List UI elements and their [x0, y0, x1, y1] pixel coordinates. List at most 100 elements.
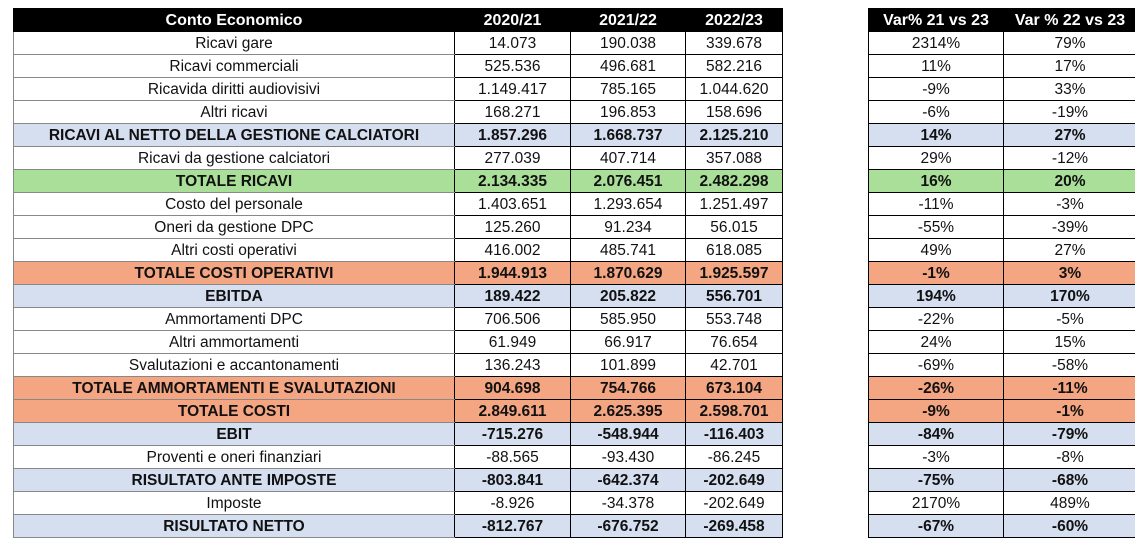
table-row: 2170% 489%: [868, 491, 1135, 515]
table-row: Ricavi gare 14.073 190.038 339.678: [13, 31, 783, 55]
table-row: TOTALE RICAVI 2.134.335 2.076.451 2.482.298: [13, 169, 783, 193]
variation-cell: -1%: [868, 261, 1004, 285]
value-cell: -269.458: [685, 514, 783, 538]
value-cell: 205.822: [570, 284, 686, 308]
row-label: Ricavida diritti audiovisivi: [13, 77, 455, 101]
value-cell: -34.378: [570, 491, 686, 515]
value-cell: 168.271: [454, 100, 571, 124]
variation-cell: 24%: [868, 330, 1004, 354]
table-row: Costo del personale 1.403.651 1.293.654 1.2…: [13, 192, 783, 216]
row-label: Costo del personale: [13, 192, 455, 216]
value-cell: 585.950: [570, 307, 686, 331]
value-cell: 42.701: [685, 353, 783, 377]
value-cell: 158.696: [685, 100, 783, 124]
variation-cell: 79%: [1003, 31, 1135, 55]
header-row: Var% 21 vs 23 Var % 22 vs 23: [868, 8, 1135, 32]
table-row: -9% 33%: [868, 77, 1135, 101]
row-label: RISULTATO NETTO: [13, 514, 455, 538]
table-row: EBIT -715.276 -548.944 -116.403: [13, 422, 783, 446]
variation-cell: 20%: [1003, 169, 1135, 193]
table-row: -6% -19%: [868, 100, 1135, 124]
variation-table: Var% 21 vs 23 Var % 22 vs 23 2314% 79% 11% 1…: [868, 8, 1135, 538]
value-cell: 673.104: [685, 376, 783, 400]
value-cell: 2.849.611: [454, 399, 571, 423]
variation-cell: 11%: [868, 54, 1004, 78]
header-row: Conto Economico 2020/21 2021/22 2022/23: [13, 8, 783, 32]
value-cell: 407.714: [570, 146, 686, 170]
table-row: -26% -11%: [868, 376, 1135, 400]
income-statement-table: Conto Economico 2020/21 2021/22 2022/23 Ric…: [13, 8, 783, 538]
table-row: EBITDA 189.422 205.822 556.701: [13, 284, 783, 308]
variation-cell: -9%: [868, 399, 1004, 423]
header-label-column: Conto Economico: [13, 8, 455, 32]
value-cell: 1.925.597: [685, 261, 783, 285]
table-row: Oneri da gestione DPC 125.260 91.234 56.015: [13, 215, 783, 239]
variation-cell: 194%: [868, 284, 1004, 308]
value-cell: 125.260: [454, 215, 571, 239]
table-row: -1% 3%: [868, 261, 1135, 285]
value-cell: 277.039: [454, 146, 571, 170]
variation-cell: -26%: [868, 376, 1004, 400]
table-row: Ammortamenti DPC 706.506 585.950 553.748: [13, 307, 783, 331]
row-label: TOTALE RICAVI: [13, 169, 455, 193]
table-row: -69% -58%: [868, 353, 1135, 377]
value-cell: 1.149.417: [454, 77, 571, 101]
variation-cell: 170%: [1003, 284, 1135, 308]
variation-cell: 2170%: [868, 491, 1004, 515]
value-cell: 91.234: [570, 215, 686, 239]
row-label: TOTALE COSTI OPERATIVI: [13, 261, 455, 285]
value-cell: 525.536: [454, 54, 571, 78]
variation-cell: -67%: [868, 514, 1004, 538]
value-cell: -8.926: [454, 491, 571, 515]
table-row: Ricavi commerciali 525.536 496.681 582.216: [13, 54, 783, 78]
table-row: -3% -8%: [868, 445, 1135, 469]
row-label: EBIT: [13, 422, 455, 446]
variation-cell: 16%: [868, 169, 1004, 193]
variation-cell: -79%: [1003, 422, 1135, 446]
value-cell: 2.625.395: [570, 399, 686, 423]
value-cell: 1.044.620: [685, 77, 783, 101]
value-cell: 706.506: [454, 307, 571, 331]
table-row: 24% 15%: [868, 330, 1135, 354]
variation-cell: 49%: [868, 238, 1004, 262]
variation-cell: 3%: [1003, 261, 1135, 285]
table-row: TOTALE COSTI OPERATIVI 1.944.913 1.870.629…: [13, 261, 783, 285]
table-row: -11% -3%: [868, 192, 1135, 216]
table-row: -84% -79%: [868, 422, 1135, 446]
table-row: 2314% 79%: [868, 31, 1135, 55]
value-cell: 2.076.451: [570, 169, 686, 193]
value-cell: 76.654: [685, 330, 783, 354]
header-variation-2: Var % 22 vs 23: [1003, 8, 1135, 32]
table-row: 16% 20%: [868, 169, 1135, 193]
table-row: 11% 17%: [868, 54, 1135, 78]
variation-cell: -3%: [1003, 192, 1135, 216]
table-row: 29% -12%: [868, 146, 1135, 170]
table-row: Ricavida diritti audiovisivi 1.149.417 785…: [13, 77, 783, 101]
value-cell: 2.598.701: [685, 399, 783, 423]
value-cell: 101.899: [570, 353, 686, 377]
row-label: Ammortamenti DPC: [13, 307, 455, 331]
value-cell: -548.944: [570, 422, 686, 446]
table-row: TOTALE COSTI 2.849.611 2.625.395 2.598.701: [13, 399, 783, 423]
variation-cell: 489%: [1003, 491, 1135, 515]
table-row: 14% 27%: [868, 123, 1135, 147]
value-cell: 189.422: [454, 284, 571, 308]
value-cell: 1.870.629: [570, 261, 686, 285]
row-label: RISULTATO ANTE IMPOSTE: [13, 468, 455, 492]
variation-cell: -39%: [1003, 215, 1135, 239]
value-cell: 416.002: [454, 238, 571, 262]
row-label: Ricavi da gestione calciatori: [13, 146, 455, 170]
value-cell: 196.853: [570, 100, 686, 124]
value-cell: 785.165: [570, 77, 686, 101]
value-cell: 1.944.913: [454, 261, 571, 285]
table-row: RISULTATO ANTE IMPOSTE -803.841 -642.374 -2…: [13, 468, 783, 492]
table-row: -75% -68%: [868, 468, 1135, 492]
value-cell: 1.251.497: [685, 192, 783, 216]
variation-cell: 33%: [1003, 77, 1135, 101]
table-row: -9% -1%: [868, 399, 1135, 423]
value-cell: -116.403: [685, 422, 783, 446]
row-label: TOTALE AMMORTAMENTI E SVALUTAZIONI: [13, 376, 455, 400]
row-label: RICAVI AL NETTO DELLA GESTIONE CALCIATOR…: [13, 123, 455, 147]
value-cell: 1.668.737: [570, 123, 686, 147]
variation-cell: -55%: [868, 215, 1004, 239]
